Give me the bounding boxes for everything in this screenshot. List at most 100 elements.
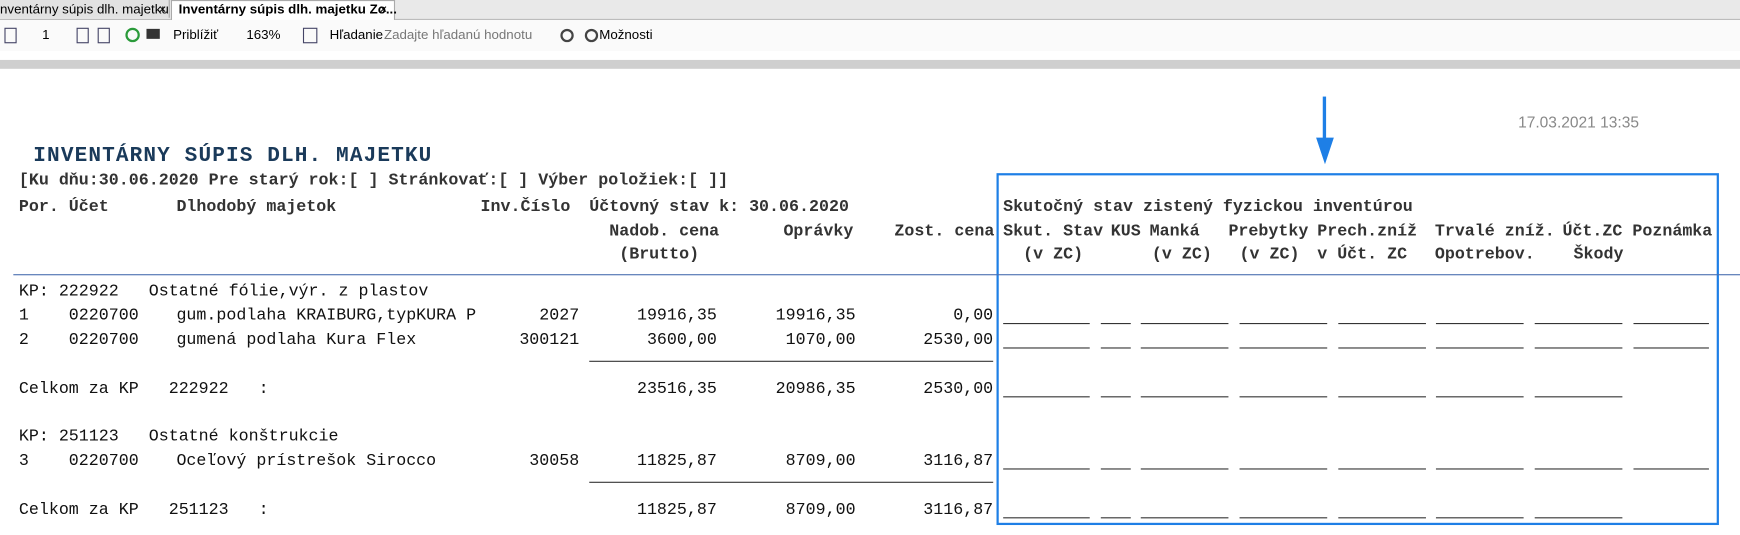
report-params: [Ku dňu:30.06.2020 Pre starý rok:[ ] Str…	[18, 170, 729, 190]
blank-field	[1140, 347, 1229, 349]
blank-field	[1633, 323, 1709, 325]
blank-field	[1140, 396, 1229, 398]
export-icon[interactable]	[302, 27, 318, 44]
column-header: (v ZC)	[1239, 245, 1300, 265]
search-label[interactable]: Hľadanie	[329, 26, 384, 43]
column-header: KUS	[1110, 222, 1141, 241]
column-header: Účt.ZC	[1562, 222, 1623, 241]
blank-field	[1534, 347, 1623, 349]
cell-number: 2530,00	[923, 330, 994, 350]
sum-separator	[589, 481, 994, 483]
blank-field	[1338, 468, 1426, 470]
divider	[0, 59, 1740, 69]
blank-field	[1003, 517, 1090, 519]
toolbar-icon[interactable]	[76, 27, 89, 44]
cell: 1	[18, 306, 29, 326]
cell-number: 300121	[519, 330, 580, 350]
column-header: Škody	[1573, 245, 1624, 265]
cell-number: 0,00	[953, 306, 994, 326]
blank-field	[1338, 396, 1426, 398]
options-menu[interactable]: Možnosti	[599, 26, 653, 43]
tab-label[interactable]: nventárny súpis dlh. majetku	[0, 1, 169, 17]
column-header: Nadob. cena	[609, 222, 720, 241]
cell: Oceľový prístrešok Sirocco	[176, 451, 437, 471]
column-header: Účet	[68, 197, 109, 217]
column-header: (v ZC)	[1151, 245, 1212, 265]
blank-field	[1003, 396, 1090, 398]
column-header: Prebytky	[1228, 222, 1309, 241]
blank-field	[1100, 323, 1131, 325]
cell-number: 1070,00	[785, 330, 856, 350]
cell-number: 19916,35	[636, 306, 717, 326]
tab-close[interactable]: ×	[158, 1, 167, 17]
report-title: INVENTÁRNY SÚPIS DLH. MAJETKU	[33, 143, 433, 168]
total-number: 11825,87	[636, 500, 717, 520]
cell: gumená podlaha Kura Flex	[176, 330, 417, 350]
group-label: KP: 222922 Ostatné fólie,výr. z plastov	[18, 281, 429, 301]
total-number: 23516,35	[636, 379, 717, 399]
blank-field	[1003, 468, 1090, 470]
column-header: Inv.Číslo	[480, 197, 571, 217]
arrow-head	[1316, 137, 1334, 165]
tab[interactable]	[0, 0, 170, 18]
refresh-icon[interactable]	[125, 27, 140, 43]
cell-number: 19916,35	[775, 306, 856, 326]
search-icon[interactable]	[560, 28, 574, 43]
toolbar-icon[interactable]	[4, 27, 17, 44]
arrow-shaft	[1322, 96, 1327, 141]
column-header: Dlhodobý majetok	[176, 197, 337, 217]
blank-field	[1003, 323, 1090, 325]
search-input[interactable]: Zadajte hľadanú hodnotu	[383, 26, 533, 43]
blank-field	[1100, 347, 1131, 349]
zoom-value[interactable]: 163%	[246, 26, 281, 43]
highlight-box	[996, 173, 1719, 526]
blank-field	[1534, 468, 1623, 470]
blank-field	[1140, 323, 1229, 325]
cell: 0220700	[68, 451, 139, 471]
cell-number: 11825,87	[636, 451, 717, 471]
column-header: Oprávky	[783, 222, 854, 241]
column-header: Opotrebov.	[1434, 245, 1535, 265]
toolbar	[0, 19, 1740, 52]
total-number: 2530,00	[923, 379, 994, 399]
header-rule	[13, 274, 1740, 276]
total-number: 20986,35	[775, 379, 856, 399]
blank-field	[1338, 347, 1426, 349]
total-number: 8709,00	[785, 500, 856, 520]
blank-field	[1435, 517, 1524, 519]
cell-number: 30058	[529, 451, 580, 471]
blank-field	[1338, 517, 1426, 519]
tab-bar	[0, 0, 1740, 20]
blank-field	[1239, 347, 1328, 349]
column-header: v Účt. ZC	[1317, 245, 1408, 265]
column-header: Manká	[1149, 222, 1200, 241]
tab-active[interactable]	[170, 0, 396, 20]
zoom-label[interactable]: Priblížiť	[173, 26, 219, 43]
cell: gum.podlaha KRAIBURG,typKURA P	[176, 306, 477, 326]
print-icon[interactable]	[146, 28, 160, 39]
total-number: 3116,87	[923, 500, 994, 520]
blank-field	[1140, 517, 1229, 519]
page-number[interactable]: 1	[42, 26, 50, 43]
cell: 0220700	[68, 306, 139, 326]
cell: 0220700	[68, 330, 139, 350]
total-label: Celkom za KP 222922 :	[18, 379, 269, 399]
column-header: Zost. cena	[894, 222, 995, 241]
cell-number: 3600,00	[646, 330, 717, 350]
total-label: Celkom za KP 251123 :	[18, 500, 269, 520]
options-icon[interactable]	[584, 28, 599, 43]
blank-field	[1534, 323, 1623, 325]
blank-field	[1435, 468, 1524, 470]
tab-close[interactable]: ×	[379, 1, 388, 17]
blank-field	[1633, 347, 1709, 349]
sum-separator	[589, 360, 994, 362]
blank-field	[1140, 468, 1229, 470]
cell-number: 2027	[539, 306, 580, 326]
toolbar-icon[interactable]	[97, 27, 110, 44]
blank-field	[1239, 468, 1328, 470]
blank-field	[1435, 347, 1524, 349]
tab-label[interactable]: Inventárny súpis dlh. majetku Zo...	[178, 1, 397, 17]
blank-field	[1003, 347, 1090, 349]
cell: 2	[18, 330, 29, 350]
